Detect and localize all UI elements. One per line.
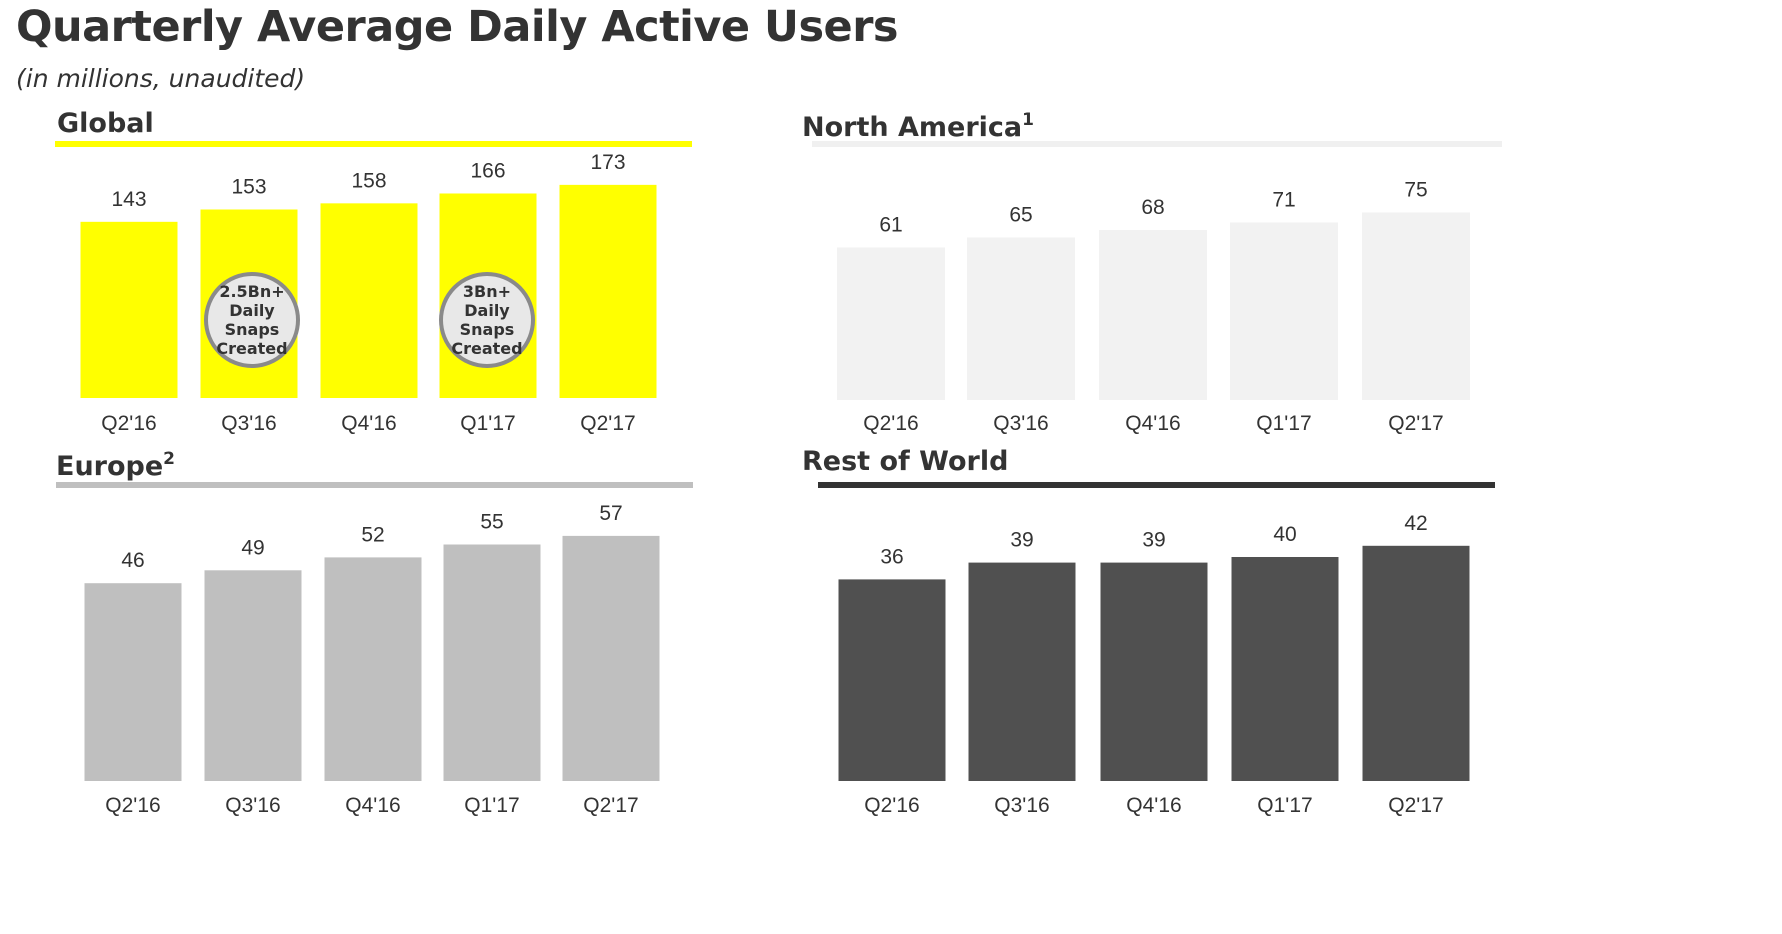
panel-rule-north-america — [812, 141, 1502, 147]
badge-line: Created — [216, 339, 288, 358]
bar-q3-16 — [204, 570, 302, 781]
chart-europe: 46 Q2'16 49 Q3'16 52 Q4'16 55 Q1'17 57 Q2'17 — [84, 502, 660, 817]
category-label: Q3'16 — [993, 412, 1048, 435]
value-label: 166 — [470, 159, 505, 182]
bar-q2-17 — [1362, 212, 1470, 400]
category-label: Q4'16 — [345, 794, 400, 817]
category-label: Q4'16 — [1125, 412, 1180, 435]
value-label: 158 — [351, 169, 386, 192]
badge-text: 3Bn+ Daily Snaps Created — [451, 282, 522, 358]
bar-q4-16 — [324, 557, 422, 781]
value-label: 40 — [1273, 523, 1296, 546]
panel-rule-rest-of-world — [818, 482, 1495, 488]
bar-q4-16 — [1099, 230, 1207, 400]
badge-line: Created — [451, 339, 523, 358]
value-label: 143 — [111, 188, 146, 211]
category-label: Q2'16 — [864, 794, 919, 817]
category-label: Q2'17 — [580, 412, 635, 435]
value-label: 42 — [1404, 512, 1427, 535]
panel-title-north-america: North America1 — [802, 110, 1034, 143]
value-label: 65 — [1009, 204, 1032, 227]
panel-title-europe: Europe2 — [56, 449, 175, 482]
chart-north-america: 61 Q2'16 65 Q3'16 68 Q4'16 71 Q1'17 75 Q2'17 — [837, 179, 1470, 435]
panel-title-global: Global — [57, 108, 154, 139]
chart-global: 143 Q2'16 153 Q3'16 158 Q4'16 166 Q1'17 173 Q2'17 — [80, 151, 657, 435]
panel-rule-global — [55, 141, 692, 147]
value-label: 61 — [879, 214, 902, 237]
category-label: Q3'16 — [994, 794, 1049, 817]
category-label: Q4'16 — [341, 412, 396, 435]
value-label: 39 — [1010, 529, 1033, 552]
value-label: 36 — [880, 545, 903, 568]
category-label: Q2'16 — [863, 412, 918, 435]
bar-q1-17 — [1231, 557, 1339, 781]
page-title: Quarterly Average Daily Active Users — [16, 2, 899, 52]
bar-q3-16 — [967, 237, 1075, 400]
panel-label-global: Global — [57, 108, 154, 139]
category-label: Q3'16 — [225, 794, 280, 817]
value-label: 49 — [241, 536, 264, 559]
bar-q2-17 — [562, 535, 660, 781]
bar-q1-17 — [443, 544, 541, 781]
bar-q4-16 — [1100, 562, 1208, 781]
bar-q2-17 — [559, 184, 657, 398]
value-label: 75 — [1404, 179, 1427, 202]
bar-q4-16 — [320, 203, 418, 398]
bar-q2-16 — [80, 221, 178, 398]
daily-snaps-badge-q3-16: 2.5Bn+ Daily Snaps Created — [204, 272, 300, 368]
bar-q2-16 — [838, 579, 946, 781]
bar-q3-16 — [968, 562, 1076, 781]
bar-q2-16 — [837, 247, 945, 400]
bar-q1-17 — [1230, 222, 1338, 400]
bar-q2-16 — [84, 583, 182, 781]
badge-text: 2.5Bn+ Daily Snaps Created — [216, 282, 287, 358]
panel-title-rest-of-world: Rest of World — [802, 446, 1008, 477]
value-label: 71 — [1272, 189, 1295, 212]
value-label: 68 — [1141, 196, 1164, 219]
value-label: 173 — [590, 151, 625, 174]
badge-line: Daily — [229, 301, 275, 320]
badge-line: Snaps — [224, 320, 280, 339]
chart-rest-of-world: 36 Q2'16 39 Q3'16 39 Q4'16 40 Q1'17 42 Q2'17 — [838, 512, 1470, 817]
value-label: 57 — [599, 502, 622, 525]
badge-line: Snaps — [459, 320, 515, 339]
panel-label-rest-of-world: Rest of World — [802, 446, 1009, 477]
category-label: Q1'17 — [460, 412, 515, 435]
category-label: Q1'17 — [1256, 412, 1311, 435]
page-subtitle: (in millions, unaudited) — [16, 64, 306, 93]
badge-line: Daily — [464, 301, 510, 320]
value-label: 55 — [480, 511, 503, 534]
badge-line: 2.5Bn+ — [219, 282, 285, 301]
value-label: 39 — [1142, 529, 1165, 552]
bar-q2-17 — [1362, 545, 1470, 781]
category-label: Q2'17 — [1388, 794, 1443, 817]
panel-rule-europe — [56, 482, 693, 488]
footnote-marker: 1 — [1022, 110, 1034, 130]
value-label: 153 — [231, 176, 266, 199]
category-label: Q2'16 — [101, 412, 156, 435]
category-label: Q2'17 — [1388, 412, 1443, 435]
panel-label-north-america: North America — [802, 112, 1023, 143]
category-label: Q1'17 — [1257, 794, 1312, 817]
category-label: Q2'17 — [583, 794, 638, 817]
footnote-marker: 2 — [163, 449, 176, 469]
category-label: Q1'17 — [464, 794, 519, 817]
value-label: 52 — [361, 523, 384, 546]
category-label: Q4'16 — [1126, 794, 1181, 817]
badge-line: 3Bn+ — [462, 282, 512, 301]
panel-label-europe: Europe — [56, 451, 164, 482]
daily-snaps-badge-q1-17: 3Bn+ Daily Snaps Created — [439, 272, 535, 368]
value-label: 46 — [121, 549, 144, 572]
category-label: Q3'16 — [221, 412, 276, 435]
category-label: Q2'16 — [105, 794, 160, 817]
